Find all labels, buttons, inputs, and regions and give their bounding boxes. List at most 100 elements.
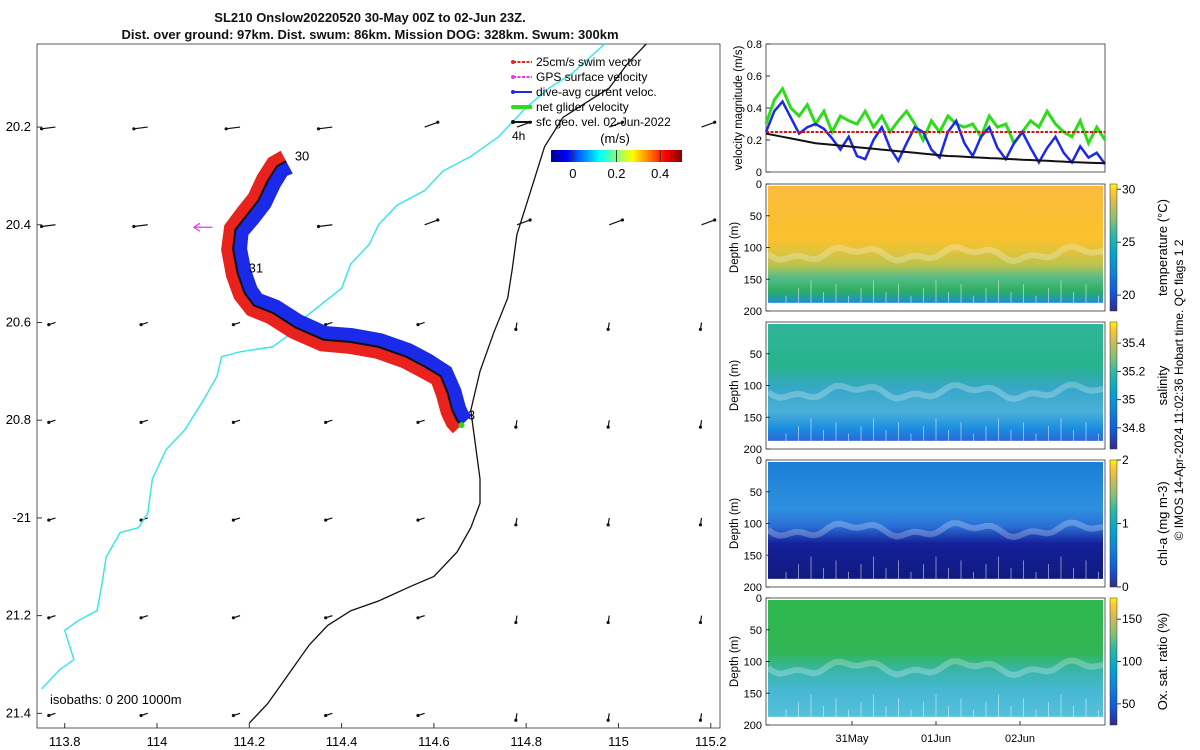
arrow-head <box>324 518 328 522</box>
arrow-head <box>139 713 143 718</box>
depth-tick-label: 150 <box>744 550 762 562</box>
current-arrow <box>133 126 148 130</box>
legend-marker <box>511 90 515 94</box>
depth-tick-label: 150 <box>744 274 762 286</box>
legend-entry: net glider velocity <box>536 100 629 114</box>
y-tick-label: 20.2 <box>6 119 31 134</box>
track-end <box>458 422 465 429</box>
arrow-head <box>620 218 624 222</box>
colorbar-label: chl-a (mg m-3) <box>1155 481 1170 566</box>
x-tick-label: 114.4 <box>326 734 358 749</box>
arrow-head <box>231 518 235 522</box>
velocity-panel: 0 0.2 0.4 0.6 0.8 velocity magnitude (m/s) <box>733 39 1107 179</box>
depth-axis-label: Depth (m) <box>729 636 741 687</box>
current-arrow <box>424 121 439 128</box>
arrow-head <box>606 327 610 331</box>
colorbar-label: Ox. sat. ratio (%) <box>1155 613 1170 711</box>
track-line <box>232 160 463 426</box>
arrow-head <box>47 518 51 522</box>
colorbar-tick-label: 35.4 <box>1122 336 1146 350</box>
title-line-2: Dist. over ground: 97km. Dist. swum: 86k… <box>121 27 619 42</box>
y-tick-label: 21.4 <box>6 705 31 720</box>
colorbar-tick-label: 0 <box>569 166 576 181</box>
colorbar-tick-label: 20 <box>1122 288 1136 302</box>
depth-tick-label: 200 <box>744 582 762 594</box>
time-tick-label: 02Jun <box>1005 733 1035 745</box>
map-panel: 113.8 114 114.2 114.4 114.6 114.8 115 115.2 20.2… <box>6 43 727 749</box>
day-label: 30 <box>295 148 309 163</box>
arrow-head <box>324 420 328 424</box>
velocity-tick-label: 0.4 <box>747 103 762 115</box>
panel-colorbar <box>1109 597 1118 726</box>
colorbar-label: salinity <box>1155 365 1170 405</box>
arrow-head <box>416 323 420 327</box>
depth-tick-label: 50 <box>750 211 762 223</box>
arrow-head <box>606 718 610 722</box>
arrow-head <box>139 323 143 327</box>
arrow-head <box>698 718 703 722</box>
current-arrow <box>133 224 148 228</box>
arrow-head <box>713 218 717 222</box>
current-arrow <box>318 126 333 130</box>
velocity-tick-label: 0 <box>756 167 762 179</box>
colorbar-tick-label: 100 <box>1122 655 1142 669</box>
legend-marker <box>511 75 515 79</box>
credit-text: © IMOS 14-Apr-2024 11:02:36 Hobart time.… <box>1172 239 1186 540</box>
arrow-head <box>324 616 328 620</box>
current-arrow <box>424 219 439 226</box>
arrow-head <box>514 718 518 722</box>
arrow-head <box>416 420 420 424</box>
colorbar-tick-label: 35 <box>1122 393 1136 407</box>
colorbar-tick-label: 0 <box>1122 580 1129 594</box>
arrow-head <box>47 420 51 424</box>
colorbar-tick-label: 35.2 <box>1122 364 1146 378</box>
isobath-label: isobaths: 0 200 1000m <box>50 692 182 707</box>
arrow-head <box>698 523 703 527</box>
colorbar-tick-label: 34.8 <box>1122 421 1146 435</box>
arrow-head <box>698 425 703 429</box>
heatmap-field <box>768 324 1103 441</box>
x-tick-label: 115.2 <box>695 734 727 749</box>
arrow-head <box>606 425 610 429</box>
colorbar-title: (m/s) <box>600 131 630 146</box>
heatmap-layer <box>766 657 1104 679</box>
depth-tick-label: 100 <box>744 381 762 393</box>
x-tick-label: 114 <box>147 734 168 749</box>
arrow-head <box>514 327 518 331</box>
x-tick-label: 114.2 <box>233 734 265 749</box>
depth-tick-label: 50 <box>750 349 762 361</box>
arrow-head <box>698 327 703 331</box>
depth-axis-label: Depth (m) <box>729 360 741 411</box>
glider-track <box>221 150 472 434</box>
surface-current-arrows <box>39 120 717 722</box>
arrow-head <box>620 120 624 124</box>
day-label: 31 <box>249 261 263 276</box>
arrow-head <box>416 713 420 718</box>
depth-tick-label: 0 <box>756 593 762 605</box>
legend-marker <box>511 60 515 64</box>
current-arrow <box>516 121 531 128</box>
panel-colorbar <box>1109 459 1118 588</box>
depth-axis-label: Depth (m) <box>729 498 741 549</box>
legend-marker <box>511 120 515 124</box>
depth-tick-label: 100 <box>744 657 762 669</box>
heatmap-panel: 50 100 150 200 Depth (m) 35.4 35.2 35 34.8 salini… <box>729 321 1170 456</box>
velocity-tick-label: 0.6 <box>747 71 762 83</box>
arrow-head <box>316 224 321 229</box>
heatmap-panel: 0 50 100 150 200 Depth (m) 2 1 0 chl-a (mg m-3) <box>729 453 1170 594</box>
arrow-head <box>416 616 420 620</box>
heatmap-layer <box>766 381 1104 403</box>
isobath-1000m <box>248 43 647 724</box>
depth-tick-label: 150 <box>744 688 762 700</box>
arrow-head <box>324 713 328 718</box>
current-arrow <box>318 224 333 228</box>
arrow-head <box>231 323 235 327</box>
arrow-head <box>514 620 518 625</box>
arrow-head <box>139 420 143 424</box>
colorbar-tick-label: 0.4 <box>651 166 669 181</box>
arrow-head <box>514 425 518 429</box>
legend-marker <box>511 105 515 109</box>
current-arrow <box>609 121 623 128</box>
